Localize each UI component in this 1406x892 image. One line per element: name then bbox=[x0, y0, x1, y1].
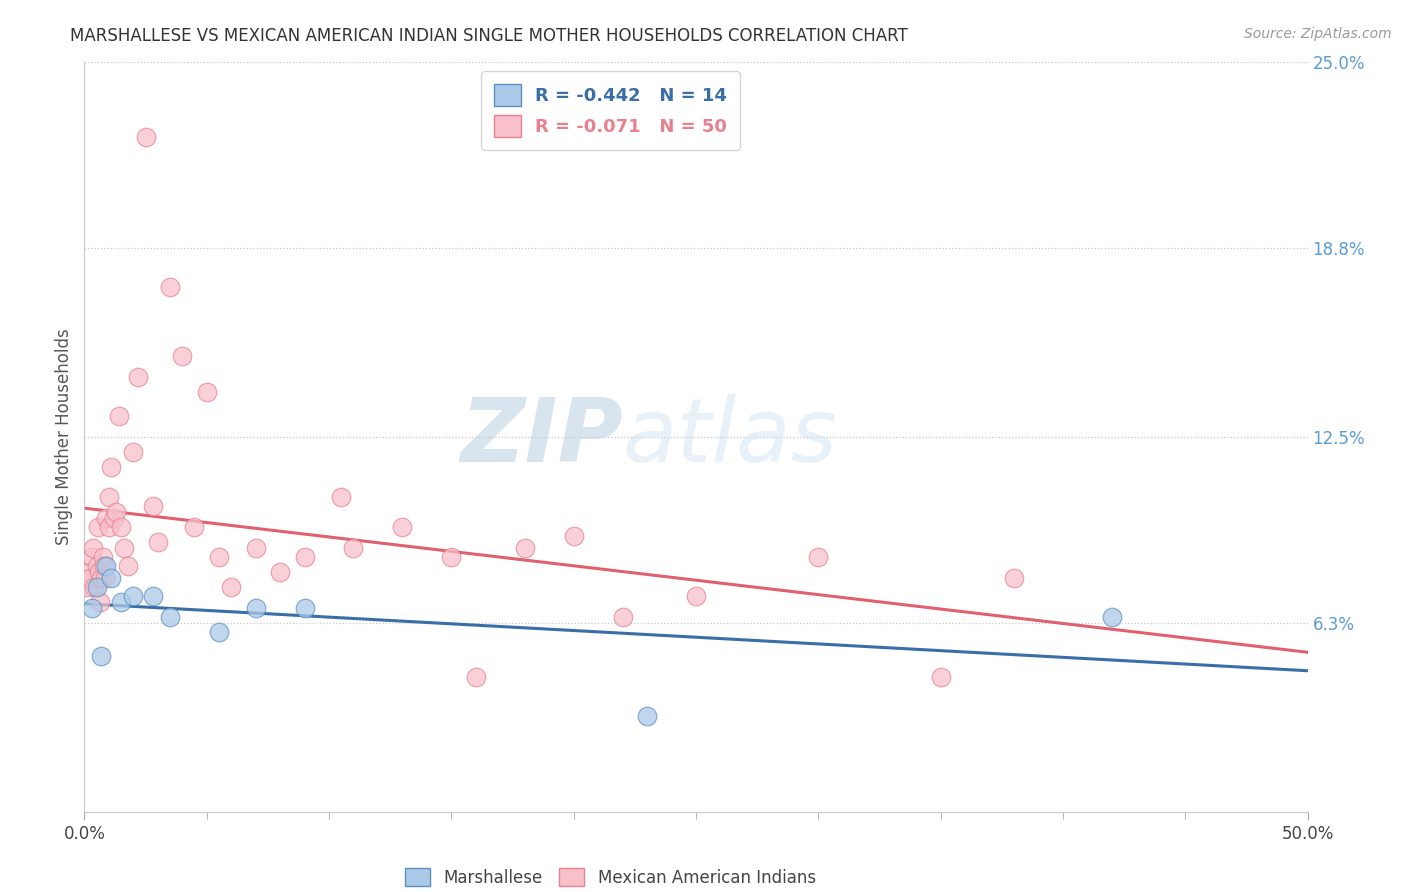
Point bbox=[97, 490, 120, 504]
Point bbox=[294, 549, 316, 564]
Point bbox=[929, 670, 952, 684]
Point bbox=[110, 520, 132, 534]
Point bbox=[112, 541, 135, 555]
Point bbox=[97, 520, 120, 534]
Point bbox=[245, 541, 267, 555]
Point bbox=[135, 130, 157, 145]
Point bbox=[77, 565, 100, 579]
Point bbox=[80, 601, 103, 615]
Point bbox=[110, 595, 132, 609]
Point bbox=[208, 624, 231, 639]
Point bbox=[159, 610, 181, 624]
Text: MARSHALLESE VS MEXICAN AMERICAN INDIAN SINGLE MOTHER HOUSEHOLDS CORRELATION CHAR: MARSHALLESE VS MEXICAN AMERICAN INDIAN S… bbox=[70, 27, 908, 45]
Point bbox=[93, 558, 115, 573]
Point bbox=[94, 571, 117, 585]
Point bbox=[96, 558, 118, 573]
Point bbox=[807, 549, 830, 564]
Point bbox=[195, 385, 218, 400]
Point bbox=[342, 541, 364, 555]
Point bbox=[464, 670, 486, 684]
Point bbox=[183, 520, 205, 534]
Point bbox=[100, 460, 122, 475]
Point bbox=[87, 520, 110, 534]
Point bbox=[122, 589, 145, 603]
Point bbox=[77, 580, 100, 594]
Point bbox=[1002, 571, 1025, 585]
Point bbox=[1101, 610, 1123, 624]
Text: atlas: atlas bbox=[623, 394, 838, 480]
Point bbox=[83, 580, 105, 594]
Point bbox=[122, 445, 145, 459]
Point bbox=[91, 549, 114, 564]
Point bbox=[142, 589, 165, 603]
Point bbox=[96, 511, 118, 525]
Point bbox=[685, 589, 707, 603]
Point bbox=[86, 558, 108, 573]
Point bbox=[105, 505, 128, 519]
Point bbox=[172, 349, 194, 363]
Legend: Marshallese, Mexican American Indians: Marshallese, Mexican American Indians bbox=[398, 862, 823, 892]
Point bbox=[82, 541, 104, 555]
Point bbox=[127, 370, 149, 384]
Point bbox=[440, 549, 463, 564]
Point bbox=[269, 565, 291, 579]
Point bbox=[103, 511, 125, 525]
Point bbox=[90, 648, 112, 663]
Point bbox=[208, 549, 231, 564]
Point bbox=[86, 580, 108, 594]
Point bbox=[562, 529, 585, 543]
Point bbox=[391, 520, 413, 534]
Point bbox=[100, 571, 122, 585]
Point bbox=[90, 571, 112, 585]
Point bbox=[330, 490, 353, 504]
Text: Source: ZipAtlas.com: Source: ZipAtlas.com bbox=[1244, 27, 1392, 41]
Point bbox=[245, 601, 267, 615]
Point bbox=[219, 580, 242, 594]
Point bbox=[117, 558, 139, 573]
Y-axis label: Single Mother Households: Single Mother Households bbox=[55, 329, 73, 545]
Point bbox=[107, 409, 129, 423]
Point bbox=[159, 280, 181, 294]
Point bbox=[87, 565, 110, 579]
Point bbox=[79, 571, 101, 585]
Point bbox=[89, 595, 111, 609]
Point bbox=[513, 541, 536, 555]
Point bbox=[80, 549, 103, 564]
Point bbox=[636, 708, 658, 723]
Point bbox=[142, 499, 165, 513]
Point bbox=[146, 535, 169, 549]
Point bbox=[612, 610, 634, 624]
Text: ZIP: ZIP bbox=[460, 393, 623, 481]
Point bbox=[294, 601, 316, 615]
